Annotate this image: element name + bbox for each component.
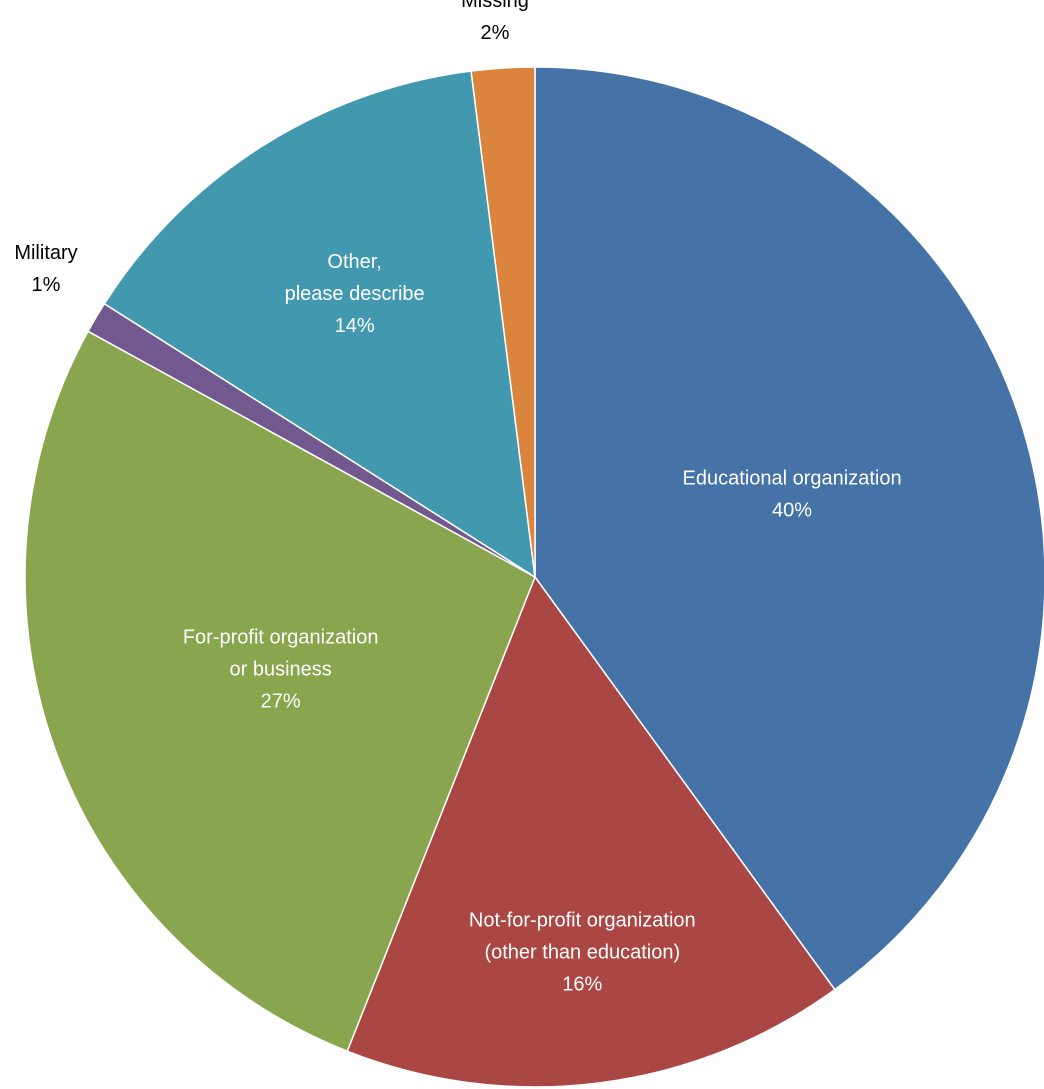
pie-slice-label-0: Educational organization 40% [683,467,902,521]
pie-slice-label-2: For-profit organization or business 27% [183,627,379,713]
pie-slice-2 [24,330,536,1053]
pie-slice-1 [346,575,836,1088]
pie-slice-category-label: Educational organization [683,467,902,489]
pie-slice-0 [534,66,1044,991]
pie-slice-value-label: 16% [562,973,602,995]
pie-slice-5 [470,66,536,578]
pie-slice-category-label: Other, [327,251,381,273]
pie-slice-category-label: For-profit organization [183,627,379,649]
pie-slice-category-label: (other than education) [484,941,680,963]
slices-layer [24,66,1044,1088]
pie-slice-label-4: Other, please describe 14% [285,251,425,337]
pie-slice-value-label: 2% [481,22,510,44]
pie-slice-value-label: 40% [772,499,812,521]
pie-slice-label-3: Military 1% [14,242,77,296]
pie-slice-value-label: 14% [335,315,375,337]
labels-layer: Educational organization 40% Not-for-profi… [14,0,901,995]
pie-slice-category-label: please describe [285,283,425,305]
pie-slice-category-label: Missing [461,0,529,12]
pie-slice-4 [103,70,536,579]
pie-slice-value-label: 27% [261,691,301,713]
pie-slice-value-label: 1% [32,274,61,296]
pie-slice-label-5: Missing 2% [461,0,529,44]
pie-slice-label-1: Not-for-profit organization (other than e… [469,909,696,995]
pie-slice-category-label: Military [14,242,77,264]
pie-slice-category-label: or business [230,659,332,681]
pie-slice-category-label: Not-for-profit organization [469,909,696,931]
